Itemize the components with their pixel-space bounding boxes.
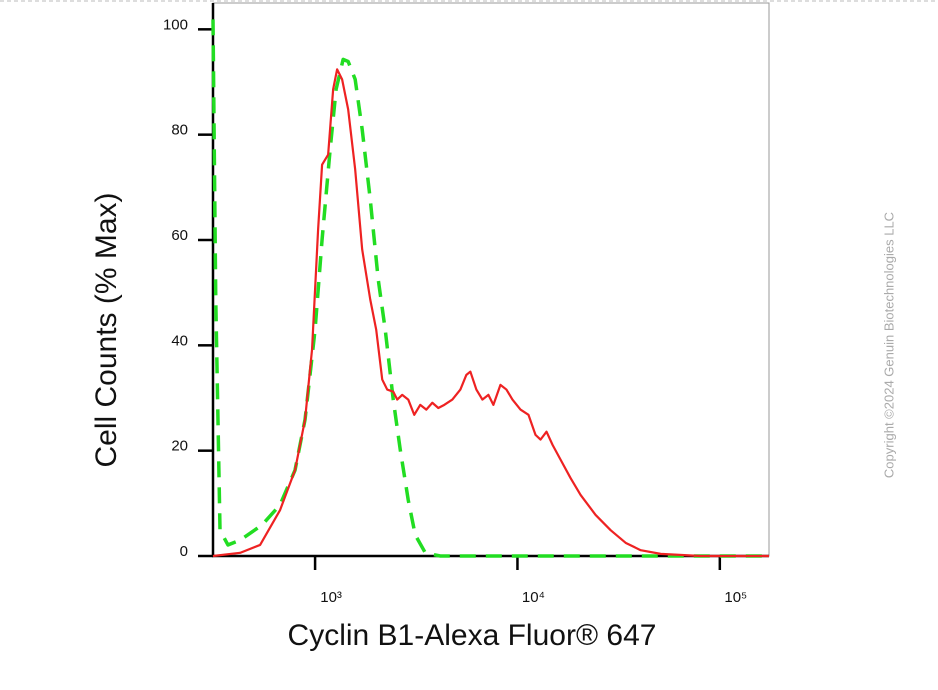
x-tick-label: 10⁵ xyxy=(724,589,747,606)
y-tick-label: 60 xyxy=(171,227,188,244)
x-tick-label: 10⁴ xyxy=(522,589,545,606)
watermark: Copyright ©2024 Genuin Biotechnologies L… xyxy=(881,212,896,478)
series-line xyxy=(212,68,769,558)
y-tick-label: 100 xyxy=(163,16,188,33)
y-tick-label: 20 xyxy=(171,438,188,455)
plot-frame xyxy=(212,2,770,557)
series-line xyxy=(211,19,769,558)
y-tick-label: 80 xyxy=(171,122,188,139)
y-tick-label: 0 xyxy=(180,543,188,560)
x-tick-label: 10³ xyxy=(320,589,342,606)
x-axis-label: Cyclin B1-Alexa Fluor® 647 xyxy=(288,619,657,652)
y-axis-label: Cell Counts (% Max) xyxy=(90,192,123,467)
y-tick-label: 40 xyxy=(171,332,188,349)
